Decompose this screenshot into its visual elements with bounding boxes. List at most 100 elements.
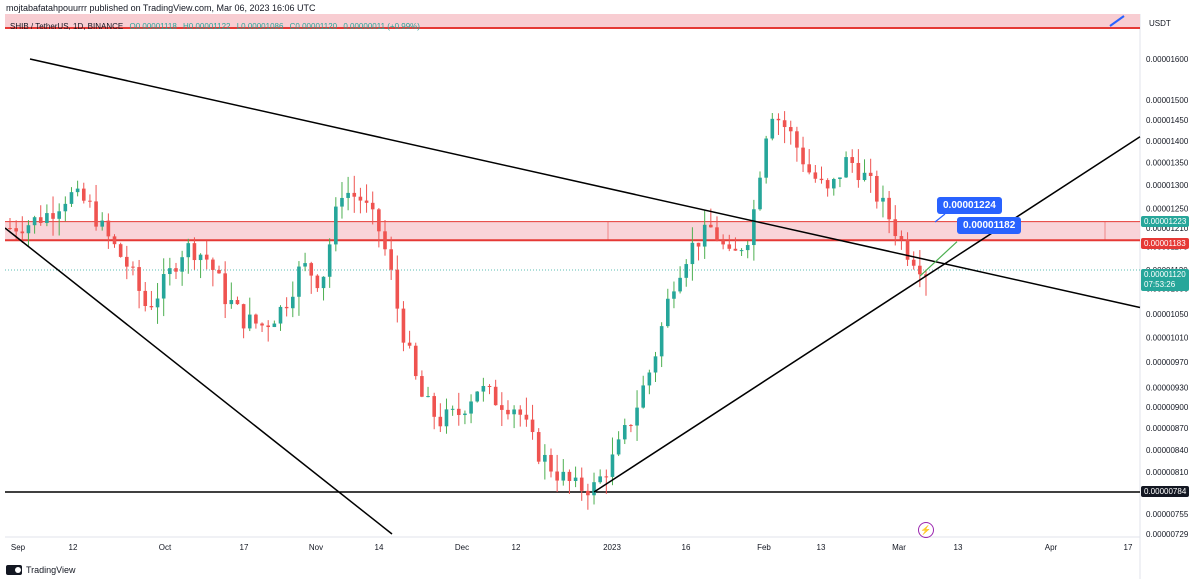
time-tick-label: 2023 <box>603 543 621 552</box>
time-tick-label: 16 <box>682 543 691 552</box>
candle-body <box>500 405 504 410</box>
candle-body <box>850 157 855 163</box>
candle-body <box>106 220 111 237</box>
candle-body <box>629 425 633 427</box>
candle-body <box>592 482 596 496</box>
candle-body <box>862 172 867 181</box>
resistance-zone <box>5 221 1140 241</box>
candle-body <box>875 175 879 202</box>
candle-body <box>659 326 664 357</box>
candle-body <box>352 192 357 197</box>
candle-body <box>752 209 756 246</box>
candle-body <box>143 290 148 307</box>
candle-body <box>456 408 461 416</box>
candle-body <box>899 236 904 240</box>
candle-body <box>831 179 836 189</box>
callout-upper[interactable]: 0.00001224 <box>937 197 1002 214</box>
callout-pointer <box>934 213 946 223</box>
candle-body <box>905 239 910 260</box>
candle-body <box>26 225 31 234</box>
candle-body <box>81 188 86 201</box>
current-price-tag: 0.00001120 07:53:26 <box>1141 269 1189 291</box>
candle-body <box>266 325 271 328</box>
candle-body <box>370 202 375 210</box>
top-arrow <box>1109 15 1125 27</box>
lightning-icon[interactable]: ⚡ <box>918 522 934 538</box>
candle-body <box>512 409 516 415</box>
candle-body <box>696 242 701 247</box>
candle-body <box>198 254 203 261</box>
candle-body <box>186 243 191 258</box>
candle-body <box>272 323 277 328</box>
candle-body <box>75 188 80 193</box>
candle-body <box>20 231 25 234</box>
candle-body <box>14 228 18 232</box>
low-value: L0.00001086 <box>236 22 284 31</box>
candle-body <box>567 471 572 482</box>
price-tick-label: 0.00000755 <box>1146 510 1189 519</box>
publisher-line: mojtabafatahpouurrr published on Trading… <box>6 3 316 13</box>
candle-body <box>223 273 227 305</box>
price-tick-label: 0.00000870 <box>1146 424 1189 433</box>
time-tick-label: Feb <box>757 543 771 552</box>
candle-body <box>125 256 129 267</box>
candle-body <box>254 314 258 324</box>
candle-body <box>241 304 246 329</box>
candle-body <box>57 211 61 219</box>
candle-body <box>346 192 350 198</box>
currency-label: USDT <box>1149 19 1171 28</box>
time-tick-label: 17 <box>1124 543 1133 552</box>
candle-body <box>739 250 744 252</box>
candle-body <box>758 177 762 210</box>
callout-lower[interactable]: 0.00001182 <box>957 217 1022 234</box>
candle-body <box>377 209 381 232</box>
candle-body <box>94 201 98 227</box>
price-tick-label: 0.00000840 <box>1146 446 1189 455</box>
candle-body <box>63 203 68 212</box>
candle-body <box>229 300 234 305</box>
candle-body <box>204 254 209 260</box>
price-tick-label: 0.00001450 <box>1146 116 1189 125</box>
descending-trendline <box>29 58 1141 309</box>
candle-body <box>149 306 154 308</box>
time-tick-label: Apr <box>1045 543 1058 552</box>
candle-body <box>641 385 646 408</box>
time-tick-label: 12 <box>512 543 521 552</box>
candle-body <box>690 242 695 265</box>
candle-body <box>825 180 830 189</box>
footer-brand: TradingView <box>26 565 76 575</box>
candle-body <box>32 217 37 226</box>
candle-body <box>395 269 400 309</box>
candle-body <box>549 454 553 472</box>
candle-body <box>764 138 768 178</box>
candle-body <box>38 217 43 224</box>
candle-body <box>284 306 289 309</box>
candle-body <box>297 266 301 297</box>
chart-area[interactable]: 0.00001600 0.00001500 0.00001450 0.00001400… <box>5 14 1189 579</box>
candle-body <box>174 268 178 272</box>
price-chart[interactable]: 0.00001600 0.00001500 0.00001450 0.00001400… <box>5 14 1200 579</box>
candle-body <box>887 197 891 220</box>
time-tick-label: 13 <box>817 543 826 552</box>
candle-body <box>131 266 135 268</box>
candle-body <box>579 477 584 491</box>
price-tick-label: 0.00001600 <box>1146 55 1189 64</box>
close-value: C0.00001120 <box>289 22 338 31</box>
top-resistance-zone <box>5 14 1140 28</box>
support-tag: 0.00000784 <box>1141 486 1190 497</box>
candle-body <box>450 408 455 410</box>
candle-body <box>672 291 676 299</box>
candle-body <box>893 219 898 237</box>
projection-arrow <box>919 241 958 277</box>
price-tick-label: 0.00000970 <box>1146 358 1189 367</box>
time-tick-label: 12 <box>69 543 78 552</box>
time-tick-label: 13 <box>954 543 963 552</box>
candle-body <box>278 306 283 324</box>
candle-body <box>180 257 184 272</box>
candle-body <box>911 259 916 266</box>
candle-body <box>616 439 621 455</box>
candle-body <box>463 413 467 416</box>
candle-body <box>586 490 590 496</box>
candle-body <box>524 414 529 420</box>
candle-body <box>469 401 473 414</box>
